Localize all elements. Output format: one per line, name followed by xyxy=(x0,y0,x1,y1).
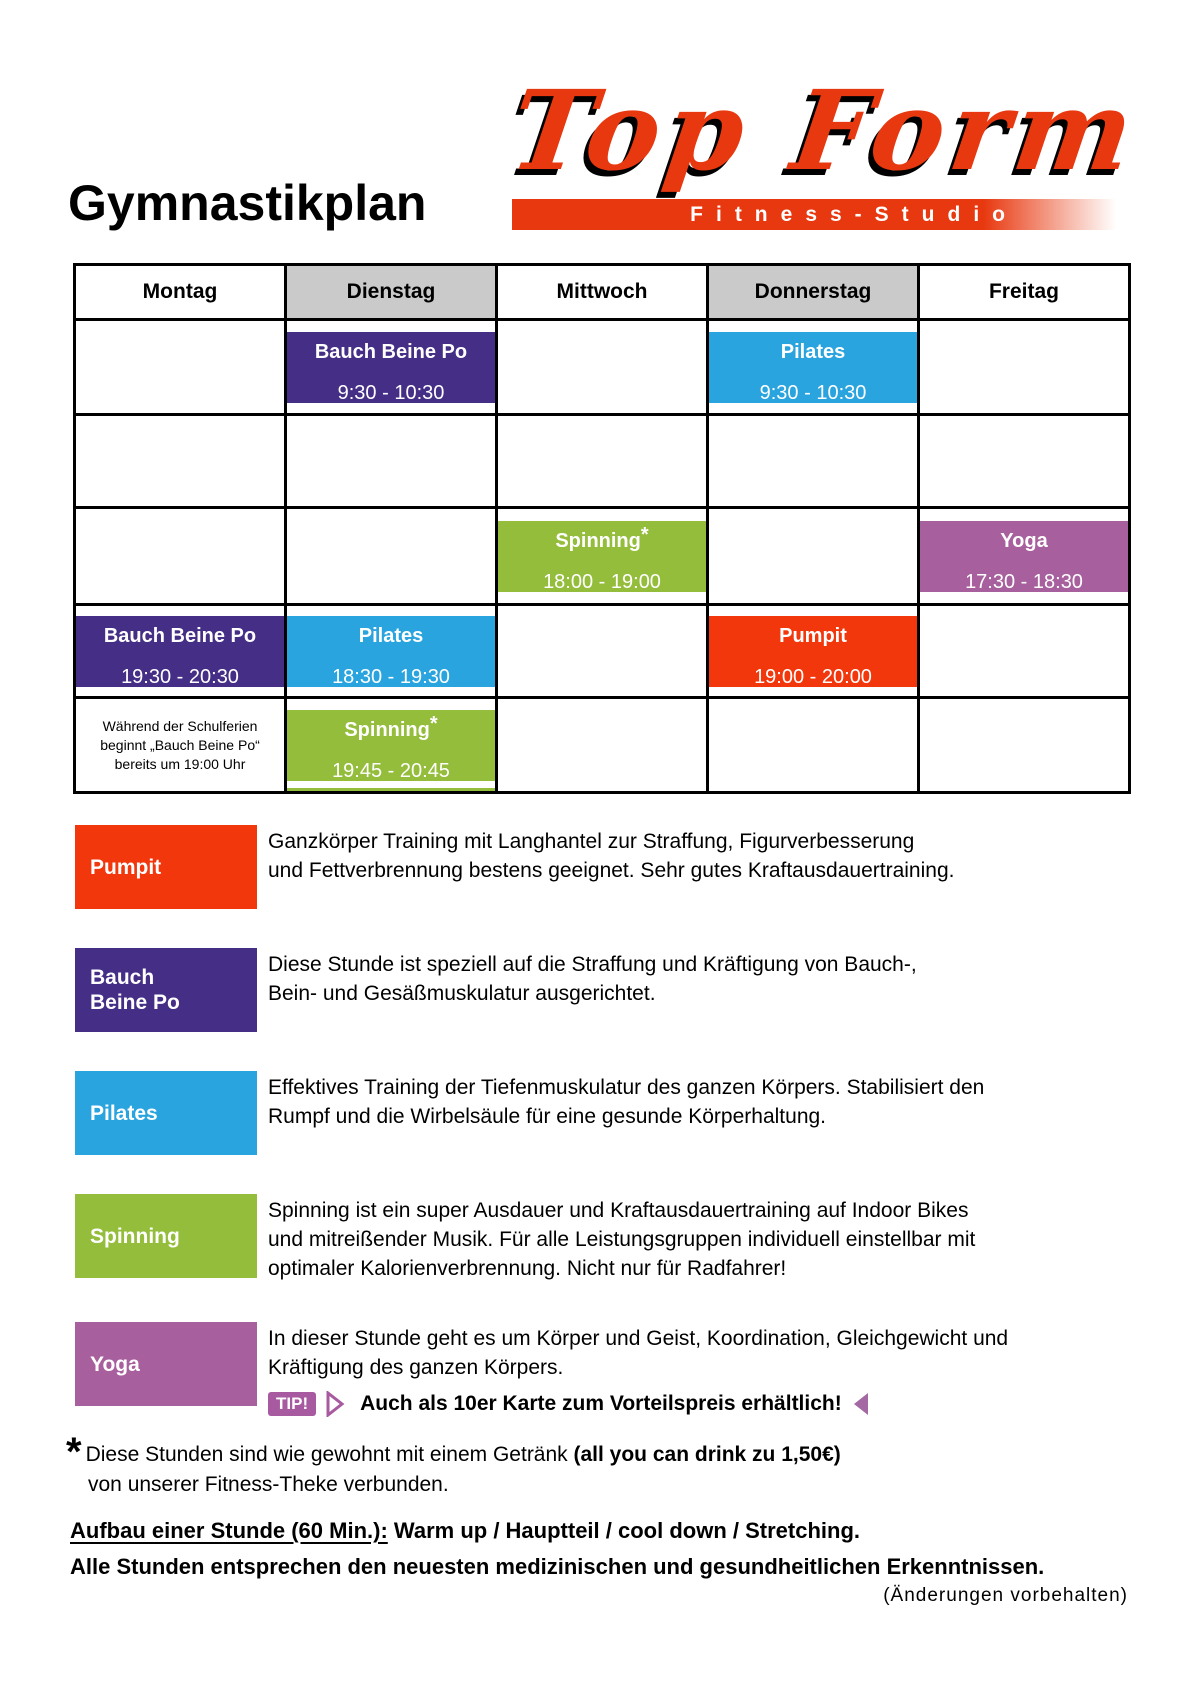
legend-swatch-yoga: Yoga xyxy=(75,1322,257,1406)
logo-banner: Fitness-Studio xyxy=(512,199,1116,230)
class-legend: Pumpit Ganzkörper Training mit Langhante… xyxy=(75,825,1115,1456)
cell-dienstag-bauch-beine-po: Bauch Beine Po 9:30 - 10:30 xyxy=(284,318,498,416)
schedule-row-evening: Bauch Beine Po 19:30 - 20:30 Pilates 18:… xyxy=(73,603,1131,699)
asterisk: * xyxy=(429,712,438,735)
schulferien-note: Während der Schulferien beginnt „Bauch B… xyxy=(73,696,287,794)
aufbau-line: Aufbau einer Stunde (60 Min.): Warm up /… xyxy=(70,1518,860,1544)
legend-item-bauch-beine-po: Bauch Beine Po Diese Stunde ist speziell… xyxy=(75,948,1115,1032)
tip-arrow-right-icon xyxy=(326,1391,345,1417)
tip-text: Auch als 10er Karte zum Vorteilspreis er… xyxy=(360,1392,842,1415)
day-header-montag: Montag xyxy=(73,263,287,321)
day-header-dienstag: Dienstag xyxy=(284,263,498,321)
empty-cell xyxy=(495,696,709,794)
alle-stunden-line: Alle Stunden entsprechen den neuesten me… xyxy=(70,1554,1045,1579)
empty-cell xyxy=(73,318,287,416)
empty-cell xyxy=(495,603,709,699)
cell-montag-bauch-beine-po: Bauch Beine Po 19:30 - 20:30 xyxy=(73,603,287,699)
empty-cell xyxy=(495,318,709,416)
day-header-donnerstag: Donnerstag xyxy=(706,263,920,321)
cell-freitag-yoga: Yoga 17:30 - 18:30 xyxy=(917,506,1131,606)
tip-arrow-left-icon xyxy=(853,1393,868,1415)
page-title: Gymnastikplan xyxy=(68,175,427,231)
schedule-row-morning: Bauch Beine Po 9:30 - 10:30 Pilates 9:30… xyxy=(73,318,1131,416)
footnote-asterisk: * xyxy=(66,1430,82,1474)
tip-row: TIP! Auch als 10er Karte zum Vorteilspre… xyxy=(268,1391,1008,1417)
legend-desc-pumpit: Ganzkörper Training mit Langhantel zur S… xyxy=(268,830,955,882)
footnote-bold-text: (all you can drink zu 1,50€) xyxy=(573,1443,841,1466)
legend-desc-pilates: Effektives Training der Tiefenmuskulatur… xyxy=(268,1076,985,1128)
cell-donnerstag-pilates: Pilates 9:30 - 10:30 xyxy=(706,318,920,416)
cell-mittwoch-spinning: Spinning* 18:00 - 19:00 xyxy=(495,506,709,606)
legend-swatch-bauch-beine-po: Bauch Beine Po xyxy=(75,948,257,1032)
schedule-row-late-evening: Während der Schulferien beginnt „Bauch B… xyxy=(73,696,1131,794)
empty-cell xyxy=(495,413,709,509)
legend-swatch-pilates: Pilates xyxy=(75,1071,257,1155)
empty-cell xyxy=(917,318,1131,416)
legend-item-spinning: Spinning Spinning ist ein super Ausdauer… xyxy=(75,1194,1115,1283)
legend-desc-yoga: In dieser Stunde geht es um Körper und G… xyxy=(268,1327,1009,1379)
empty-cell xyxy=(706,696,920,794)
day-header-mittwoch: Mittwoch xyxy=(495,263,709,321)
legend-swatch-spinning: Spinning xyxy=(75,1194,257,1278)
cell-donnerstag-pumpit: Pumpit 19:00 - 20:00 xyxy=(706,603,920,699)
drink-footnote: * Diese Stunden sind wie gewohnt mit eine… xyxy=(66,1430,841,1500)
day-header-freitag: Freitag xyxy=(917,263,1131,321)
tip-badge: TIP! xyxy=(268,1392,317,1416)
cell-dienstag-pilates: Pilates 18:30 - 19:30 xyxy=(284,603,498,699)
aufbau-underlined: Aufbau einer Stunde (60 Min.): xyxy=(70,1518,388,1543)
cell-dienstag-spinning: Spinning* 19:45 - 20:45 xyxy=(284,696,498,794)
footnote-text: Diese Stunden sind wie gewohnt mit einem… xyxy=(85,1443,574,1466)
legend-item-pumpit: Pumpit Ganzkörper Training mit Langhante… xyxy=(75,825,1115,909)
logo-subtitle: Fitness-Studio xyxy=(690,202,1018,226)
legend-item-yoga: Yoga In dieser Stunde geht es um Körper … xyxy=(75,1322,1115,1417)
aufbau-rest: Warm up / Hauptteil / cool down / Stretc… xyxy=(387,1518,860,1543)
legend-desc-bauch-beine-po: Diese Stunde ist speziell auf die Straff… xyxy=(268,953,917,1005)
empty-cell xyxy=(73,413,287,509)
empty-cell xyxy=(706,506,920,606)
schedule-row-empty xyxy=(73,413,1131,509)
empty-cell xyxy=(917,603,1131,699)
empty-cell xyxy=(917,696,1131,794)
schedule-row-early-evening: Spinning* 18:00 - 19:00 Yoga 17:30 - 18:… xyxy=(73,506,1131,606)
legend-item-pilates: Pilates Effektives Training der Tiefenmu… xyxy=(75,1071,1115,1155)
schedule-table: Montag Dienstag Mittwoch Donnerstag Frei… xyxy=(73,263,1131,794)
top-form-logo: Top Form xyxy=(503,66,1147,195)
aenderungen-note: (Änderungen vorbehalten) xyxy=(883,1585,1128,1606)
footnote-line2: von unserer Fitness-Theke verbunden. xyxy=(88,1473,449,1496)
empty-cell xyxy=(284,506,498,606)
empty-cell xyxy=(284,413,498,509)
legend-desc-spinning: Spinning ist ein super Ausdauer und Kraf… xyxy=(268,1199,976,1280)
empty-cell xyxy=(706,413,920,509)
empty-cell xyxy=(73,506,287,606)
day-header-row: Montag Dienstag Mittwoch Donnerstag Frei… xyxy=(73,263,1131,321)
legend-swatch-pumpit: Pumpit xyxy=(75,825,257,909)
asterisk: * xyxy=(640,523,649,546)
empty-cell xyxy=(917,413,1131,509)
